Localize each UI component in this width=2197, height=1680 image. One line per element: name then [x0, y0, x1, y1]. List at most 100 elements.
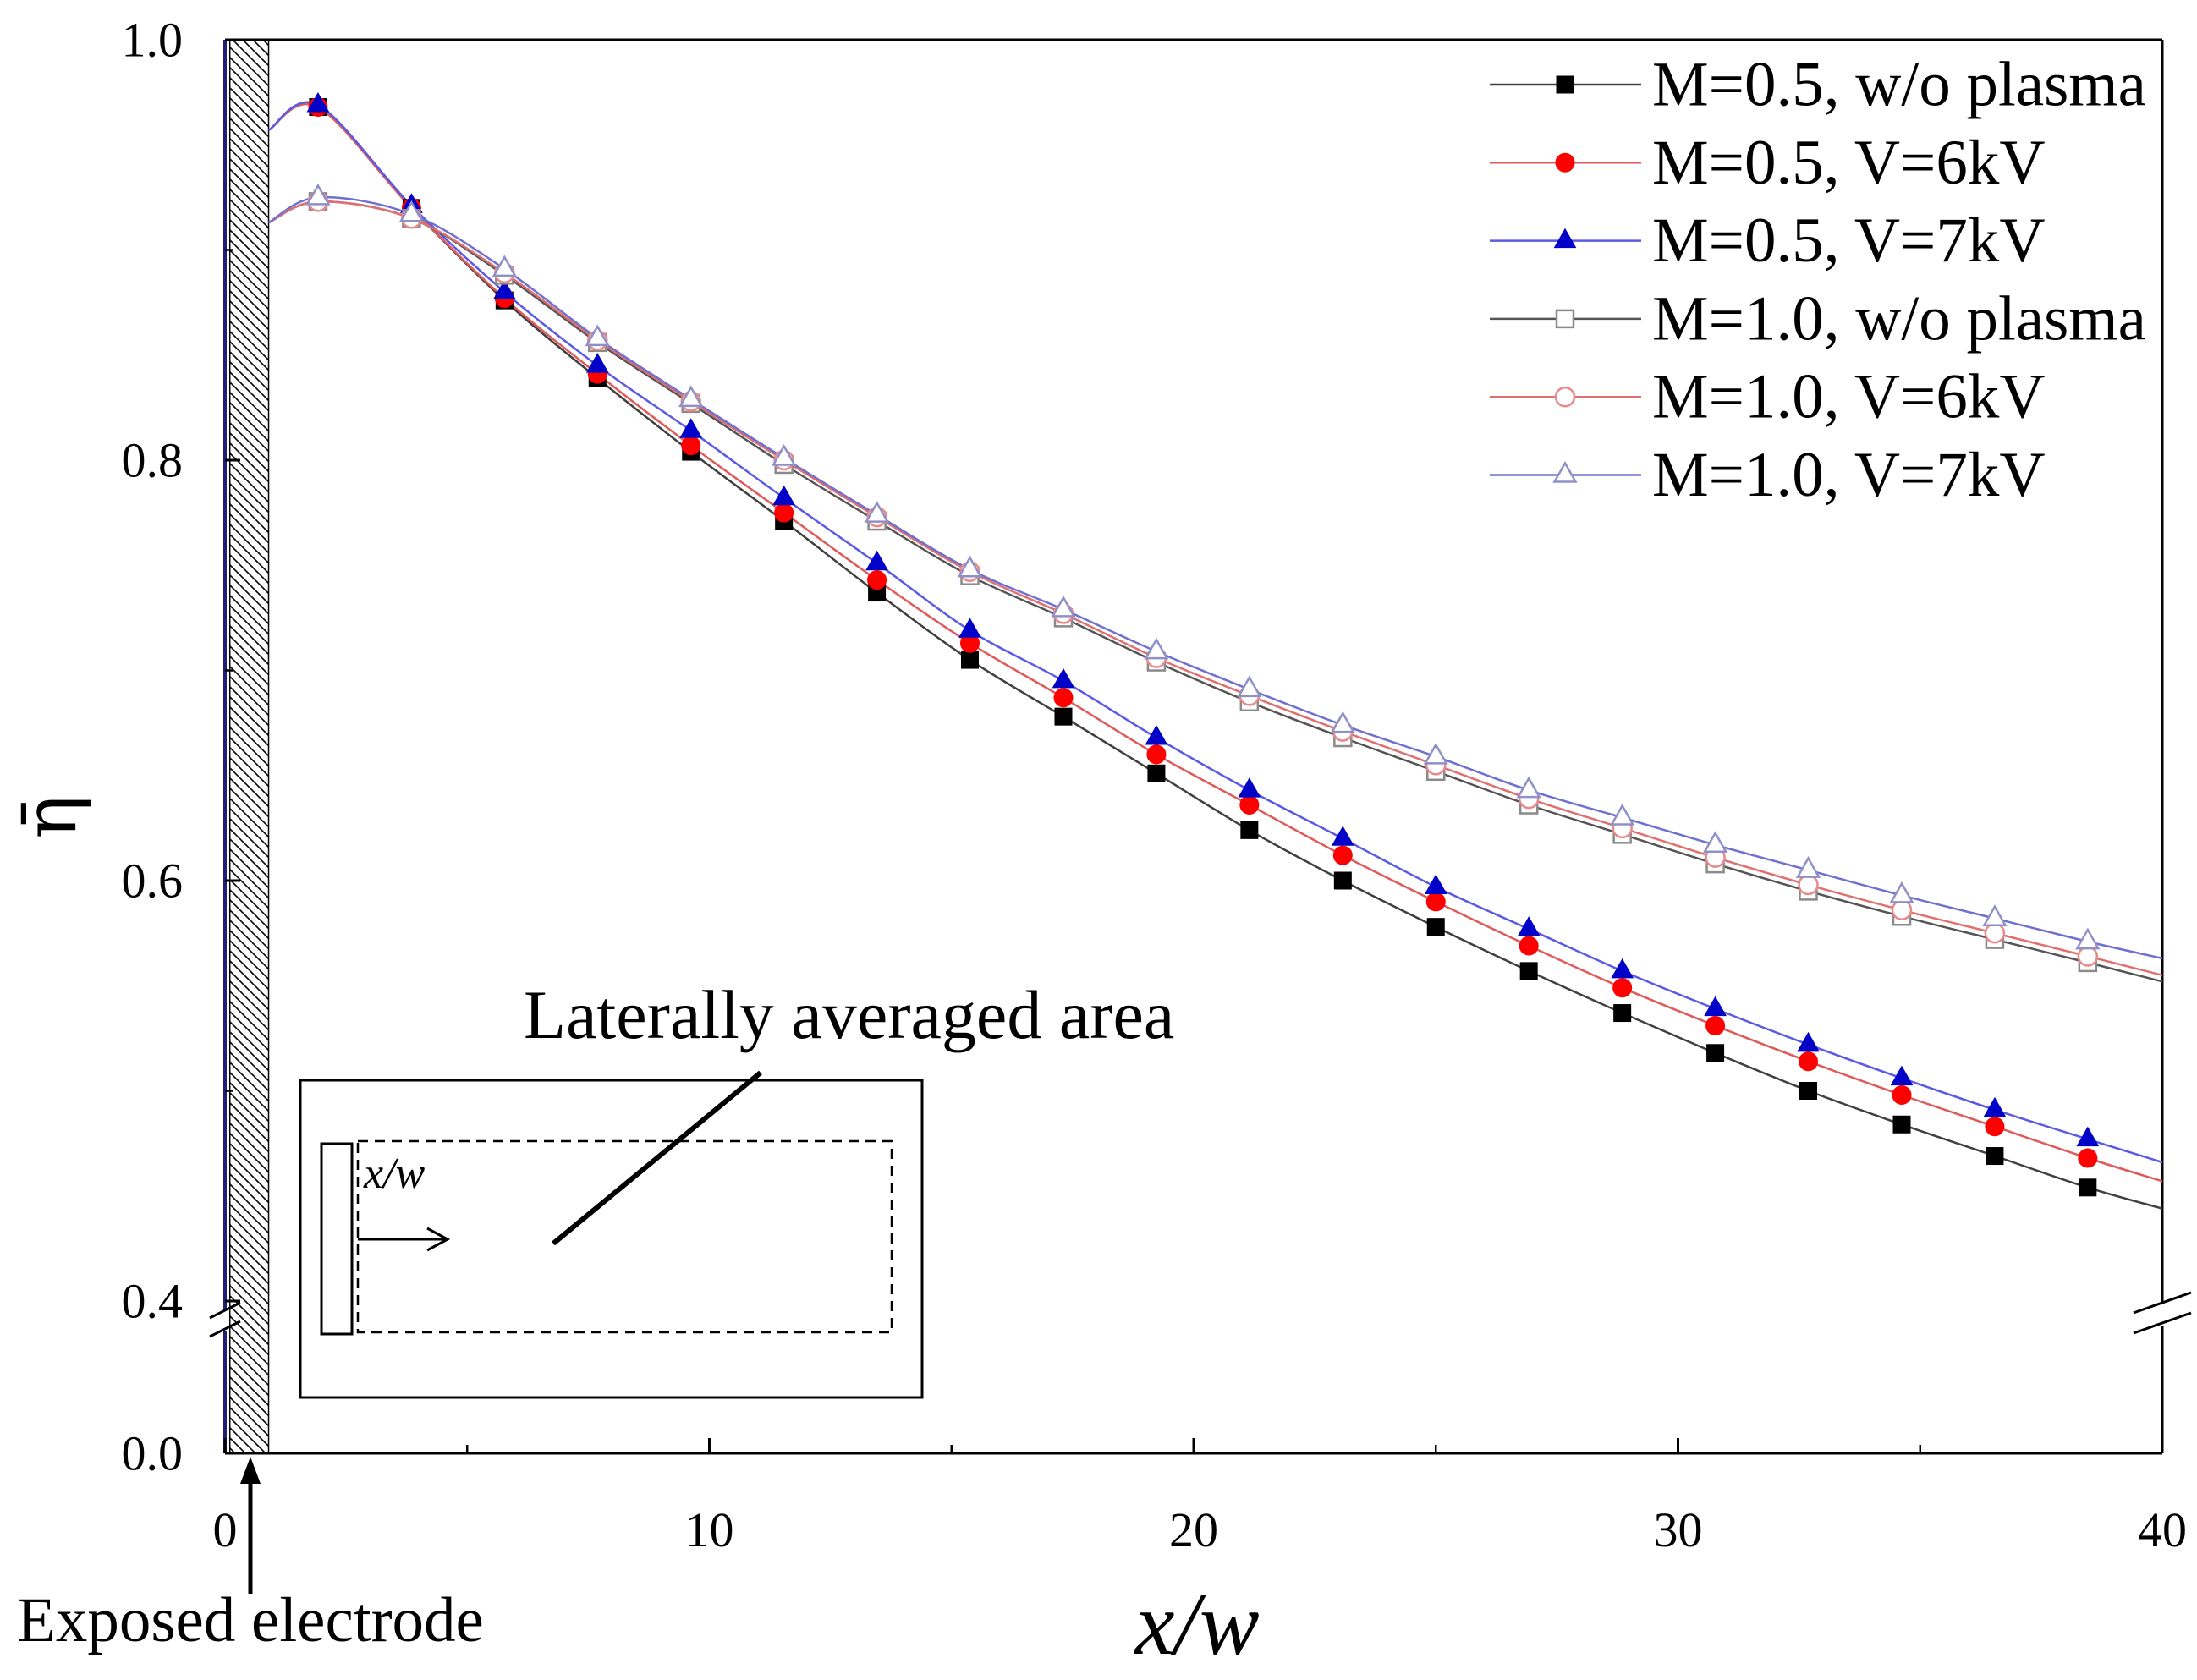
y-tick-label: 0.0 — [122, 1426, 184, 1481]
data-point-series-3 — [1145, 725, 1168, 745]
y-tick-label: 0.6 — [122, 854, 184, 909]
legend-entry: M=1.0, V=6kV — [1490, 362, 2046, 432]
data-point-series-3 — [772, 485, 796, 506]
y-tick-label: 0.8 — [122, 433, 184, 488]
data-point-series-6 — [1051, 595, 1076, 618]
data-point-series-2 — [1612, 978, 1633, 998]
data-point-series-1 — [1054, 707, 1073, 726]
data-point-series-1 — [1613, 1004, 1632, 1023]
data-point-series-5 — [2077, 946, 2099, 967]
data-point-series-1 — [1426, 918, 1445, 936]
data-point-series-6 — [398, 200, 425, 222]
data-point-series-6 — [1889, 881, 1914, 903]
legend-marker — [1555, 309, 1575, 329]
data-point-series-6 — [305, 183, 331, 206]
data-point-series-1 — [961, 651, 980, 669]
data-point-series-2 — [1332, 845, 1353, 865]
series-line-2 — [267, 102, 2163, 1183]
series-lines — [267, 101, 2163, 1210]
right-axis-break-mark — [2133, 1311, 2192, 1335]
legend-label: M=1.0, V=6kV — [1652, 362, 2046, 432]
x-tick-label: 10 — [685, 1502, 734, 1557]
data-point-series-2 — [1985, 1117, 2005, 1137]
data-point-series-3 — [1517, 916, 1541, 936]
axis-ticks — [223, 38, 2164, 1455]
legend-marker — [1555, 152, 1575, 173]
data-point-series-2 — [1892, 1084, 1912, 1105]
data-point-series-6 — [1795, 856, 1821, 878]
data-point-series-6 — [678, 385, 704, 408]
data-point-series-6 — [1516, 776, 1541, 799]
electrode-hatched-region — [228, 39, 270, 1454]
series-line-6 — [267, 195, 2163, 960]
data-point-series-5 — [1984, 922, 2006, 944]
legend-label: M=0.5, w/o plasma — [1652, 50, 2146, 120]
data-point-series-3 — [1890, 1065, 1914, 1086]
data-point-series-3 — [1052, 667, 1075, 689]
data-point-series-1 — [1147, 764, 1166, 782]
legend-label: M=0.5, V=7kV — [1652, 206, 2046, 276]
legend-entry: M=1.0, V=7kV — [1490, 440, 2046, 510]
data-point-series-1 — [1706, 1044, 1725, 1062]
data-point-series-2 — [1519, 936, 1539, 956]
data-point-series-6 — [1237, 675, 1262, 698]
right-axis-break-mark — [2133, 1291, 2192, 1315]
inset-electrode-box — [320, 1142, 354, 1336]
series-markers — [305, 92, 2101, 1197]
legend: M=0.5, w/o plasma M=0.5, V=6kV M=0.5, V=7k… — [1490, 50, 2146, 510]
data-point-series-1 — [2079, 1178, 2097, 1197]
data-point-series-2 — [1053, 688, 1074, 708]
y-axis-label: η̄ — [8, 795, 93, 839]
data-point-series-3 — [306, 92, 330, 113]
inset-arrow-head — [426, 1227, 451, 1252]
data-point-series-2 — [867, 570, 887, 590]
y-tick-label: 0.4 — [122, 1274, 184, 1329]
series-line-4 — [267, 200, 2163, 983]
data-point-series-5 — [1798, 874, 1819, 896]
data-point-series-6 — [492, 255, 517, 277]
data-point-series-6 — [1144, 637, 1169, 660]
data-point-series-6 — [957, 555, 983, 578]
data-point-series-6 — [772, 443, 797, 466]
data-point-series-3 — [1424, 874, 1447, 894]
data-point-series-2 — [1799, 1051, 1819, 1072]
y-tick-label: 1.0 — [122, 13, 184, 68]
legend-label: M=1.0, V=7kV — [1652, 440, 2046, 510]
legend-marker — [1554, 386, 1576, 408]
y-axis-break-mark — [209, 1320, 241, 1338]
data-point-series-6 — [1982, 904, 2008, 926]
inset-averaged-area-box — [356, 1139, 893, 1334]
data-point-series-3 — [585, 353, 609, 373]
data-point-series-6 — [864, 501, 890, 523]
data-point-series-3 — [679, 418, 703, 438]
electrode-arrow-head — [240, 1457, 261, 1484]
data-point-series-2 — [1425, 892, 1446, 912]
x-tick-label: 0 — [213, 1502, 238, 1557]
data-point-series-1 — [1519, 962, 1538, 980]
x-tick-label: 20 — [1169, 1502, 1218, 1557]
inset-diagram: x/w — [299, 1070, 924, 1399]
data-point-series-3 — [1611, 958, 1634, 979]
legend-marker — [1556, 75, 1574, 94]
legend-entry: M=0.5, w/o plasma — [1490, 50, 2146, 120]
data-point-series-2 — [774, 502, 794, 523]
legend-label: M=0.5, V=6kV — [1652, 128, 2046, 198]
plot-frame — [209, 38, 2192, 1455]
data-point-series-6 — [1702, 831, 1728, 854]
data-point-series-1 — [1240, 821, 1259, 839]
data-point-series-6 — [1423, 742, 1448, 765]
data-point-series-1 — [1986, 1147, 2004, 1166]
data-point-series-5 — [1891, 899, 1913, 921]
legend-marker — [1552, 460, 1578, 483]
electrode-label: Exposed electrode — [17, 1585, 484, 1655]
data-point-series-2 — [2078, 1148, 2098, 1168]
y-axis-break-mark — [209, 1301, 241, 1320]
data-point-series-2 — [1146, 744, 1167, 765]
inset-leader-line — [552, 1070, 762, 1246]
legend-entry: M=0.5, V=6kV — [1490, 128, 2046, 198]
data-point-series-3 — [865, 550, 888, 571]
legend-marker — [1553, 228, 1577, 249]
data-point-series-3 — [1238, 777, 1261, 798]
data-point-series-3 — [1797, 1031, 1820, 1052]
